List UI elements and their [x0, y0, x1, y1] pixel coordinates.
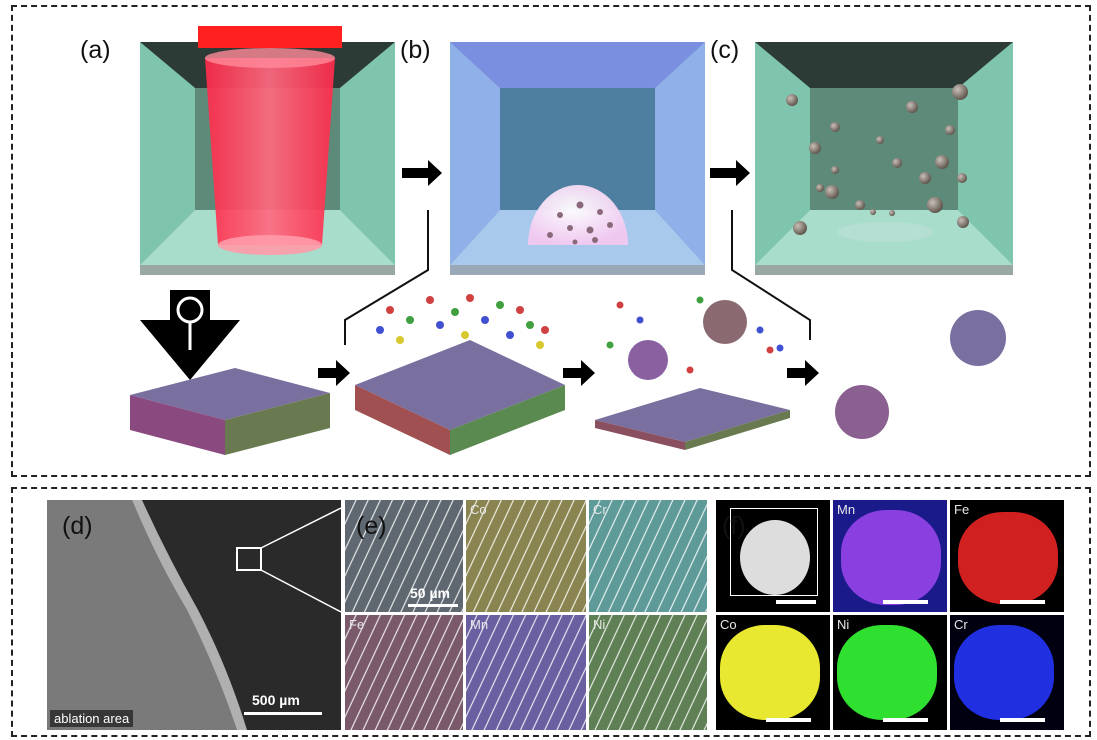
arrow-right-icon [402, 160, 442, 186]
element-label: Cr [593, 502, 607, 517]
np-tile-f-0 [716, 500, 830, 612]
eds-map [345, 615, 463, 730]
scale-label-d: 500 µm [252, 692, 300, 708]
element-label: Fe [954, 502, 970, 517]
eds-map [589, 500, 707, 612]
element-label: Fe [349, 617, 365, 632]
eds-tile-e-3: Fe [345, 615, 463, 730]
element-label: Co [720, 617, 737, 632]
eds-tile-e-1: Co [466, 500, 586, 612]
panel-label-a: (a) [80, 36, 111, 64]
magnifier-arrow-icon [140, 290, 240, 380]
atom-layer-thin [595, 388, 790, 450]
chamber-b [450, 42, 705, 275]
element-label: Ni [593, 617, 606, 632]
eds-tile-e-5: Ni [589, 615, 707, 730]
atom-layer-stack [355, 340, 565, 455]
arrow-right-icon [710, 160, 750, 186]
np-tile-f-4: Ni [833, 615, 947, 730]
eds-map [466, 500, 586, 612]
np-tile-f-5: Cr [950, 615, 1064, 730]
element-label: Cr [954, 617, 968, 632]
np-tile-f-1: Mn [833, 500, 947, 612]
element-label: Ni [837, 617, 850, 632]
element-label: Mn [837, 502, 856, 517]
np-tile-f-3: Co [716, 615, 830, 730]
eds-tile-e-4: Mn [466, 615, 586, 730]
element-label: Co [470, 502, 487, 517]
top-panel-frame [11, 5, 1091, 477]
np-tile-f-2: Fe [950, 500, 1064, 612]
panel-label-f: (f) [722, 512, 746, 540]
arrow-right-icon [787, 360, 819, 386]
top-illustration [130, 26, 1013, 455]
panel-label-c: (c) [710, 36, 740, 64]
scale-label-e: 50 µm [410, 585, 450, 601]
arrow-right-icon [318, 360, 350, 386]
eds-map [345, 500, 463, 612]
element-label: Mn [470, 617, 489, 632]
atom-layer-flat [130, 368, 330, 455]
scale-bar-e [408, 604, 458, 607]
chamber-c [755, 42, 1013, 275]
sem-image [47, 500, 341, 730]
eds-tile-e-0 [345, 500, 463, 612]
eds-map [466, 615, 586, 730]
arrow-right-icon [563, 360, 595, 386]
eds-tile-e-2: Cr [589, 500, 707, 612]
nanocluster [628, 300, 1006, 439]
panel-label-d: (d) [62, 512, 93, 540]
panel-label-e: (e) [356, 512, 387, 540]
panel-label-b: (b) [400, 36, 431, 64]
chamber-a [140, 26, 395, 275]
scale-bar-d [244, 712, 322, 715]
ablation-area-tag: ablation area [50, 710, 134, 727]
eds-map [589, 615, 707, 730]
bottom-panel-frame [11, 487, 1091, 737]
